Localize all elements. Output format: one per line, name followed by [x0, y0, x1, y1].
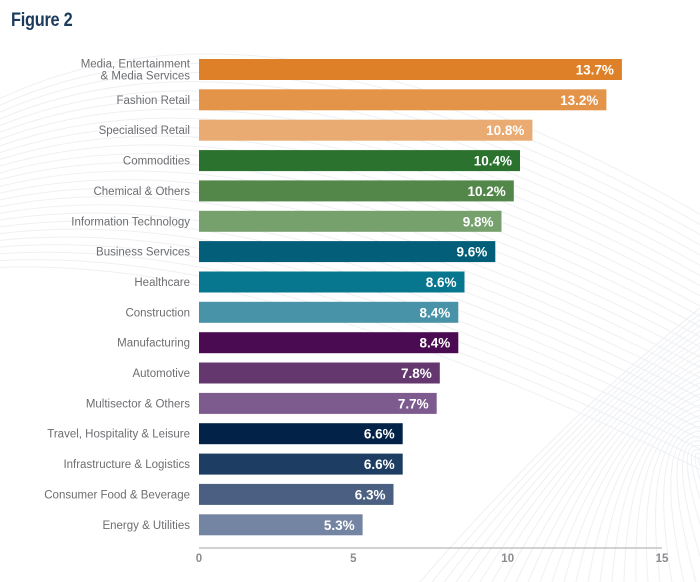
- value-label: 10.2%: [468, 184, 506, 199]
- category-label: Automotive: [132, 368, 190, 380]
- value-label: 9.8%: [463, 214, 494, 229]
- value-label: 13.7%: [576, 63, 614, 78]
- bar: [199, 301, 459, 323]
- bar: [199, 210, 502, 232]
- category-label: Commodities: [123, 156, 190, 168]
- value-label: 10.8%: [486, 123, 524, 138]
- value-label: 6.3%: [355, 487, 386, 502]
- value-label: 6.6%: [364, 427, 395, 442]
- category-labels-layer: Media, Entertainment & Media Services Fash…: [44, 59, 191, 532]
- bar: [199, 89, 607, 111]
- x-tick-label: 5: [350, 553, 357, 565]
- value-label: 8.4%: [420, 305, 451, 320]
- x-axis: 0 5 10 15: [196, 547, 669, 565]
- bar: [199, 423, 403, 445]
- bar: [199, 119, 533, 141]
- category-label: Travel, Hospitality & Leisure: [47, 429, 190, 441]
- bar: [199, 514, 363, 536]
- bar: [199, 392, 437, 414]
- value-label: 8.4%: [420, 336, 451, 351]
- category-label: Multisector & Others: [86, 398, 190, 410]
- bars-layer: 13.7% 13.2% 10.8% 10.4% 10.2% 9.8% 9.6%8.6% 8.4…: [199, 59, 622, 536]
- bar: [199, 241, 496, 263]
- category-label: Infrastructure & Logistics: [63, 459, 190, 471]
- value-label: 5.3%: [324, 518, 355, 533]
- category-label: Healthcare: [134, 277, 190, 289]
- bar: [199, 180, 514, 202]
- bar: [199, 362, 440, 384]
- value-label: 7.7%: [398, 396, 429, 411]
- category-label: Media, Entertainment & Media Services: [81, 59, 191, 83]
- bar: [199, 59, 622, 80]
- category-label: Chemical & Others: [93, 186, 190, 198]
- value-label: 13.2%: [560, 93, 598, 108]
- category-label: Manufacturing: [117, 338, 190, 350]
- category-label: Energy & Utilities: [102, 520, 190, 532]
- figure-title: Figure 2: [11, 10, 73, 31]
- category-label: Business Services: [96, 247, 190, 259]
- value-label: 6.6%: [364, 457, 395, 472]
- value-label: 9.6%: [457, 245, 488, 260]
- value-label: 8.6%: [426, 275, 457, 290]
- category-label: Specialised Retail: [99, 125, 190, 137]
- bar: [199, 150, 520, 172]
- bar: [199, 332, 459, 354]
- x-tick-label: 0: [196, 553, 202, 565]
- category-label: Construction: [125, 307, 190, 319]
- bar: [199, 453, 403, 475]
- value-label: 7.8%: [401, 366, 432, 381]
- bar: [199, 271, 465, 293]
- category-label: Information Technology: [71, 216, 190, 228]
- x-tick-label: 15: [656, 553, 669, 565]
- bar: [199, 483, 394, 505]
- category-label: Consumer Food & Beverage: [44, 489, 190, 501]
- category-label: Fashion Retail: [116, 95, 190, 107]
- x-tick-label: 10: [501, 553, 514, 565]
- value-label: 10.4%: [474, 154, 512, 169]
